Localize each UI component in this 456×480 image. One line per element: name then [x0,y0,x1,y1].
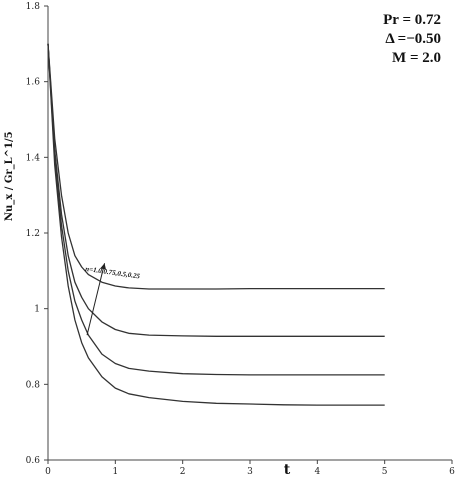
series-line-3 [47,43,385,376]
x-tick-label: 2 [180,467,186,477]
y-tick-label: 1.4 [26,153,41,163]
x-tick-label: 1 [112,467,118,477]
x-tick-label: 0 [45,467,51,477]
y-tick-label: 0.8 [26,380,41,390]
x-ticks: 0 1 2 3 4 5 6 [45,460,455,477]
parameter-box: Pr = 0.72 Δ =−0.50 M = 2.0 [383,12,441,66]
annotation-group: n=1.0,0.75,0.5,0.25 [85,263,141,336]
y-ticks: 0.6 0.8 1 1.2 1.4 1.6 1.8 [26,2,48,466]
y-tick-label: 1.6 [26,78,41,88]
plot-frame [47,6,452,461]
param-delta: Δ =−0.50 [385,31,441,47]
series-line-1 [47,43,385,290]
param-m: M = 2.0 [392,50,441,66]
annotation-arrow-head [100,263,107,270]
x-tick-label: 3 [247,467,253,477]
param-pr: Pr = 0.72 [383,12,441,28]
x-tick-label: 6 [449,467,455,477]
annotation-label: n=1.0,0.75,0.5,0.25 [85,265,141,281]
y-tick-label: 1.8 [26,2,41,12]
series-line-2 [47,43,385,337]
y-tick-label: 1 [34,305,40,315]
series-line-4 [47,43,385,406]
y-tick-label: 0.6 [26,456,41,466]
y-axis-title: Nu_x / Gr_L^1/5 [4,131,15,221]
x-tick-label: 5 [382,467,388,477]
series-group [47,43,385,406]
annotation-arrow [86,263,106,336]
y-tick-label: 1.2 [26,229,40,239]
x-axis-title: t [284,462,291,478]
y-axis-title-group: Nu_x / Gr_L^1/5 [4,131,15,221]
x-tick-label: 4 [314,467,320,477]
